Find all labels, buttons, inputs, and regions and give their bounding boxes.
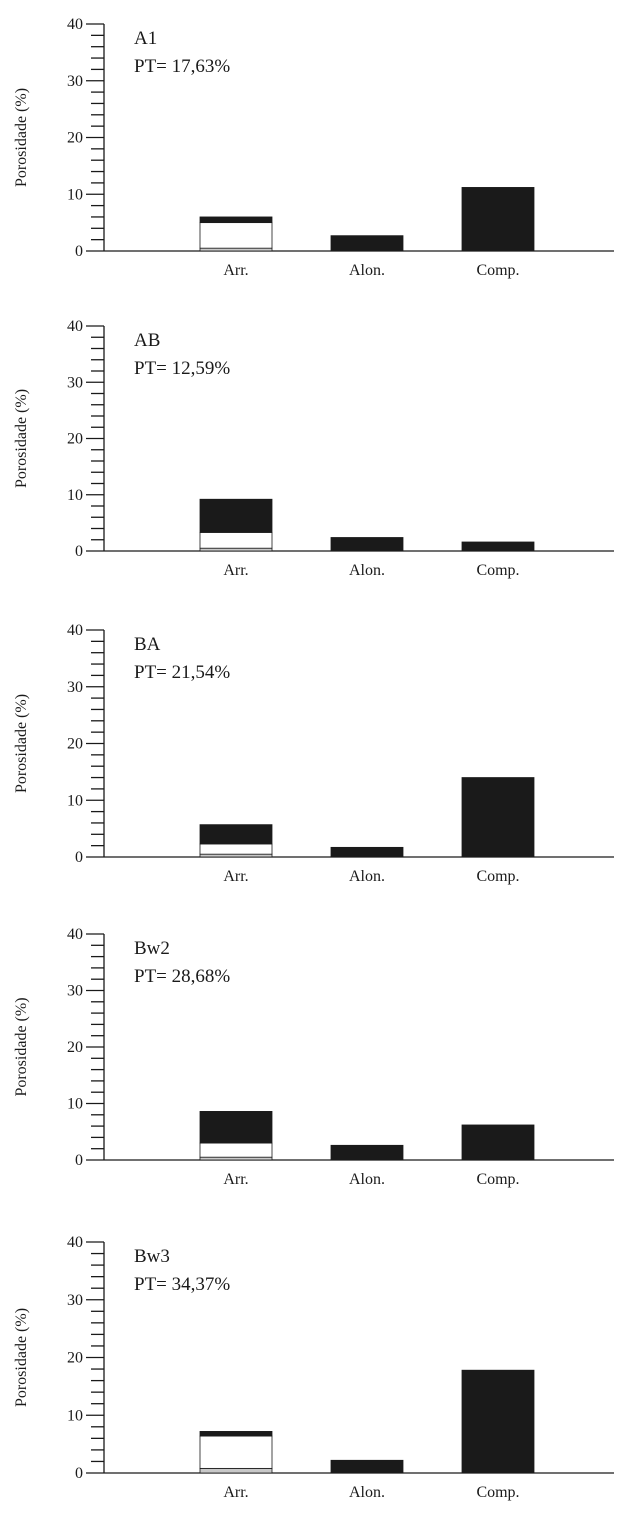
panel-pt-annotation: PT= 21,54% — [134, 662, 230, 683]
x-category-label: Alon. — [349, 1171, 385, 1188]
x-category-label: Arr. — [223, 262, 248, 279]
y-tick-label: 0 — [75, 543, 83, 560]
y-tick-label: 10 — [67, 1407, 83, 1424]
bar-segment-comp-3 — [461, 777, 535, 858]
bar-segment-alon-3 — [330, 235, 404, 252]
bar-segment-arr-3 — [199, 216, 273, 224]
chart-panel-2: 0 10 20 30 40 Porosidade (%) AB PT= 12,59% Arr. A… — [13, 318, 614, 579]
y-tick-label: 10 — [67, 186, 83, 203]
y-tick-label: 10 — [67, 487, 83, 504]
y-axis-title: Porosidade (%) — [13, 389, 30, 488]
y-tick-label: 0 — [75, 849, 83, 866]
y-tick-label: 40 — [67, 318, 83, 335]
y-tick-label: 40 — [67, 1234, 83, 1251]
bar-segment-comp-3 — [461, 541, 535, 552]
bar-segment-alon-3 — [330, 846, 404, 858]
bar-segment-comp-3 — [461, 187, 535, 252]
bar-segment-arr-2 — [199, 1435, 273, 1469]
y-tick-label: 0 — [75, 1152, 83, 1169]
panel-title: Bw2 — [134, 938, 170, 959]
x-category-label: Arr. — [223, 1171, 248, 1188]
y-tick-label: 0 — [75, 1465, 83, 1482]
bar-segment-alon-3 — [330, 537, 404, 552]
y-tick-label: 20 — [67, 1039, 83, 1056]
x-category-label: Comp. — [476, 262, 519, 279]
bar-segment-arr-3 — [199, 498, 273, 533]
y-tick-label: 30 — [67, 73, 83, 90]
chart-panel-3: 0 10 20 30 40 Porosidade (%) BA PT= 21,54% Arr. A… — [13, 622, 614, 885]
x-category-label: Alon. — [349, 1484, 385, 1501]
panel-title: A1 — [134, 28, 157, 49]
bar-segment-arr-1 — [199, 853, 273, 858]
bar-segment-arr-1 — [199, 1467, 273, 1474]
chart-panel-4: 0 10 20 30 40 Porosidade (%) Bw2 PT= 28,68% Arr.… — [13, 926, 614, 1188]
x-category-label: Arr. — [223, 868, 248, 885]
y-tick-label: 20 — [67, 431, 83, 448]
x-category-label: Comp. — [476, 1171, 519, 1188]
panel-pt-annotation: PT= 28,68% — [134, 966, 230, 987]
y-tick-label: 30 — [67, 374, 83, 391]
bar-segment-arr-2 — [199, 1142, 273, 1158]
x-category-label: Comp. — [476, 1484, 519, 1501]
y-tick-label: 40 — [67, 16, 83, 33]
y-tick-label: 10 — [67, 792, 83, 809]
chart-panel-5: 0 10 20 30 40 Porosidade (%) Bw3 PT= 34,37% Arr.… — [13, 1234, 614, 1501]
y-tick-label: 20 — [67, 736, 83, 753]
x-category-label: Arr. — [223, 1484, 248, 1501]
bar-segment-arr-1 — [199, 247, 273, 252]
bar-segment-arr-2 — [199, 532, 273, 549]
bar-segment-arr-1 — [199, 547, 273, 552]
bar-segment-comp-3 — [461, 1124, 535, 1161]
panel-title: Bw3 — [134, 1246, 170, 1267]
bar-segment-arr-2 — [199, 222, 273, 249]
y-axis-title: Porosidade (%) — [13, 694, 30, 793]
bar-segment-arr-3 — [199, 1111, 273, 1144]
chart-panel-1: 0 10 20 30 40 Porosidade (%) A1 PT= 17,63% Arr. A… — [13, 16, 614, 279]
y-axis-title: Porosidade (%) — [13, 1308, 30, 1407]
bar-segment-comp-3 — [461, 1369, 535, 1474]
bar-segment-arr-3 — [199, 824, 273, 845]
x-category-label: Comp. — [476, 562, 519, 579]
y-tick-label: 10 — [67, 1096, 83, 1113]
panel-pt-annotation: PT= 12,59% — [134, 358, 230, 379]
x-category-label: Alon. — [349, 868, 385, 885]
y-tick-label: 40 — [67, 622, 83, 639]
x-category-label: Alon. — [349, 562, 385, 579]
y-axis-title: Porosidade (%) — [13, 88, 30, 187]
bar-segment-arr-2 — [199, 843, 273, 855]
y-axis-title: Porosidade (%) — [13, 997, 30, 1096]
x-category-label: Arr. — [223, 562, 248, 579]
y-tick-label: 0 — [75, 243, 83, 260]
bar-segment-alon-3 — [330, 1459, 404, 1474]
panel-title: BA — [134, 634, 161, 655]
y-tick-label: 20 — [67, 1350, 83, 1367]
bar-segment-arr-3 — [199, 1431, 273, 1437]
x-category-label: Alon. — [349, 262, 385, 279]
y-tick-label: 20 — [67, 130, 83, 147]
x-category-label: Comp. — [476, 868, 519, 885]
panel-pt-annotation: PT= 34,37% — [134, 1274, 230, 1295]
y-tick-label: 30 — [67, 983, 83, 1000]
panel-pt-annotation: PT= 17,63% — [134, 56, 230, 77]
panel-title: AB — [134, 330, 160, 351]
bar-segment-arr-1 — [199, 1156, 273, 1161]
y-tick-label: 40 — [67, 926, 83, 943]
y-tick-label: 30 — [67, 1292, 83, 1309]
y-tick-label: 30 — [67, 679, 83, 696]
bar-segment-alon-3 — [330, 1144, 404, 1161]
